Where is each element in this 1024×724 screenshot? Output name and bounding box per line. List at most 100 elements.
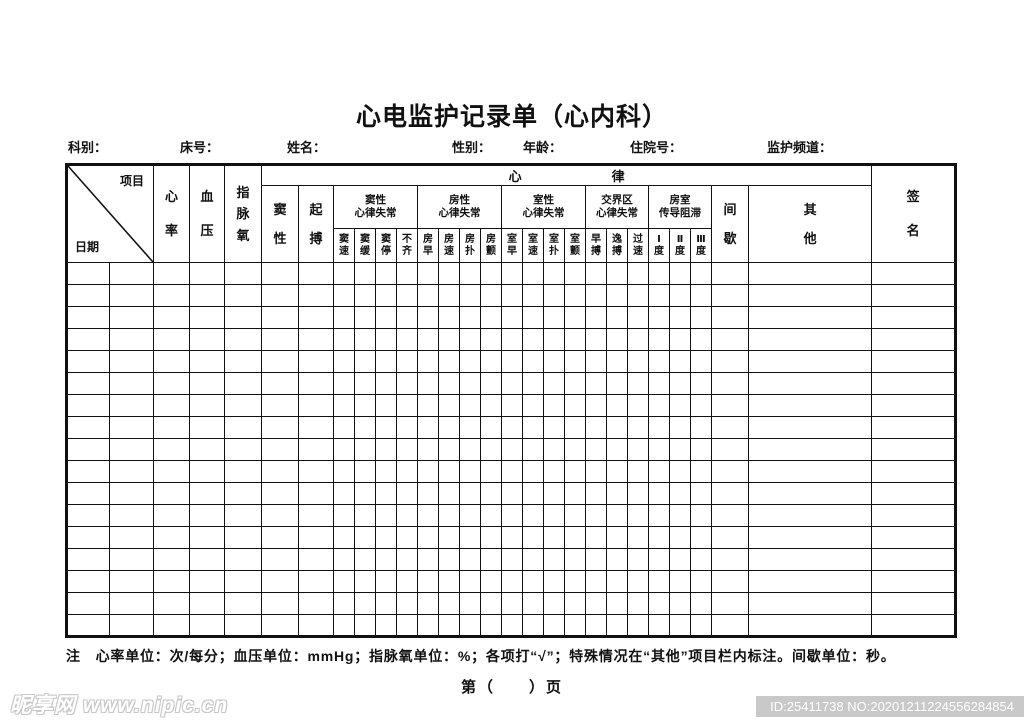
record-cell [66,328,110,351]
record-cell [66,284,110,307]
record-cell [690,526,712,549]
record-row [66,548,957,571]
record-cell [354,570,376,593]
watermark-id: ID:25411738 NO:20201211224556284854 [756,696,1024,717]
record-cell [543,284,565,307]
record-cell [606,460,628,483]
record-cell [711,306,749,329]
record-cell [711,504,749,527]
record-cell [153,592,190,615]
record-row [66,504,957,527]
record-cell [501,438,523,461]
record-cell [459,350,481,373]
record-cell [627,416,649,439]
record-cell [543,460,565,483]
record-cell [438,372,460,395]
record-cell [438,438,460,461]
form-title: 心电监护记录单（心内科） [355,103,668,131]
record-cell [153,438,190,461]
record-cell [298,328,334,351]
record-cell [354,460,376,483]
record-cell [711,262,749,285]
record-cell [459,262,481,285]
record-cell [224,306,262,329]
record-cell [669,328,691,351]
record-cell [189,504,225,527]
record-cell [606,548,628,571]
record-cell [459,614,481,637]
record-cell [109,306,154,329]
record-cell [627,548,649,571]
record-cell [438,306,460,329]
record-cell [543,394,565,417]
subcol-header-av-block-degree-1: Ⅰ 度 [648,228,670,263]
record-cell [747,504,873,527]
record-cell [480,570,502,593]
record-cell [261,504,299,527]
record-cell [375,614,397,637]
col-header-signature: 签 名 [871,164,957,263]
record-cell [585,438,607,461]
record-cell [66,614,110,637]
record-cell [261,306,299,329]
record-cell [417,592,439,615]
record-cell [261,526,299,549]
subcol-header-atrial-flutter: 房 扑 [459,228,481,263]
subcol-header-av-block-degree-3: Ⅲ 度 [690,228,712,263]
record-cell [298,350,334,373]
col-header-pause: 间 歇 [711,185,749,263]
record-cell [417,372,439,395]
record-cell [480,614,502,637]
record-cell [224,592,262,615]
record-cell [585,504,607,527]
record-cell [153,372,190,395]
record-row [66,460,957,483]
record-cell [564,328,586,351]
record-cell [66,504,110,527]
record-cell [189,328,225,351]
record-cell [747,482,873,505]
record-cell [543,526,565,549]
record-cell [501,482,523,505]
record-cell [648,416,670,439]
record-cell [606,416,628,439]
record-cell [606,504,628,527]
record-cell [375,394,397,417]
record-cell [417,548,439,571]
record-cell [224,284,262,307]
record-cell [627,438,649,461]
record-cell [564,416,586,439]
record-cell [606,394,628,417]
record-row [66,328,957,351]
record-cell [564,570,586,593]
record-cell [564,548,586,571]
record-cell [109,284,154,307]
record-cell [375,570,397,593]
record-cell [396,592,418,615]
record-cell [189,526,225,549]
record-cell [711,482,749,505]
patient-info-row: 科别： 床号： 姓名： 性别： 年龄： 住院号： 监护频道： [0,137,1024,155]
record-cell [711,570,749,593]
record-cell [669,306,691,329]
record-cell [564,614,586,637]
record-cell [585,350,607,373]
record-cell [396,306,418,329]
record-rows [66,262,957,637]
record-cell [417,460,439,483]
record-cell [690,372,712,395]
record-cell [522,460,544,483]
record-cell [871,416,957,439]
record-cell [189,482,225,505]
record-cell [501,284,523,307]
diagonal-line [68,166,153,262]
record-cell [261,614,299,637]
record-cell [375,526,397,549]
record-cell [354,372,376,395]
record-cell [354,504,376,527]
record-cell [522,372,544,395]
record-cell [501,460,523,483]
record-cell [298,394,334,417]
page-number: 第（ ）页 [460,679,563,696]
record-cell [396,614,418,637]
